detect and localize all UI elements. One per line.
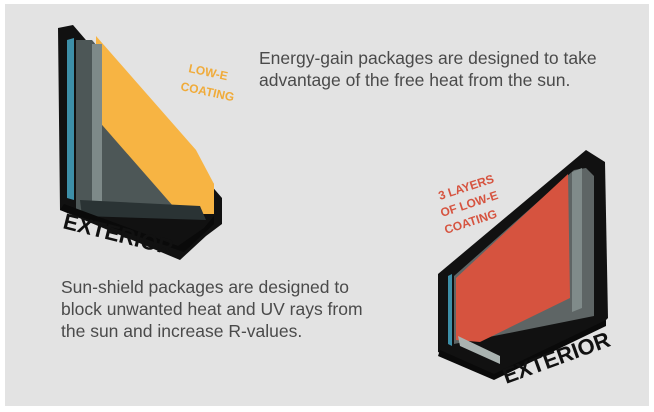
energy-gain-description: Energy-gain packages are designed to tak… [259, 47, 604, 91]
glass-pane-interior-2 [572, 168, 582, 312]
sun-shield-description: Sun-shield packages are designed to bloc… [61, 276, 391, 342]
glass-pane-exterior-2 [448, 274, 452, 346]
